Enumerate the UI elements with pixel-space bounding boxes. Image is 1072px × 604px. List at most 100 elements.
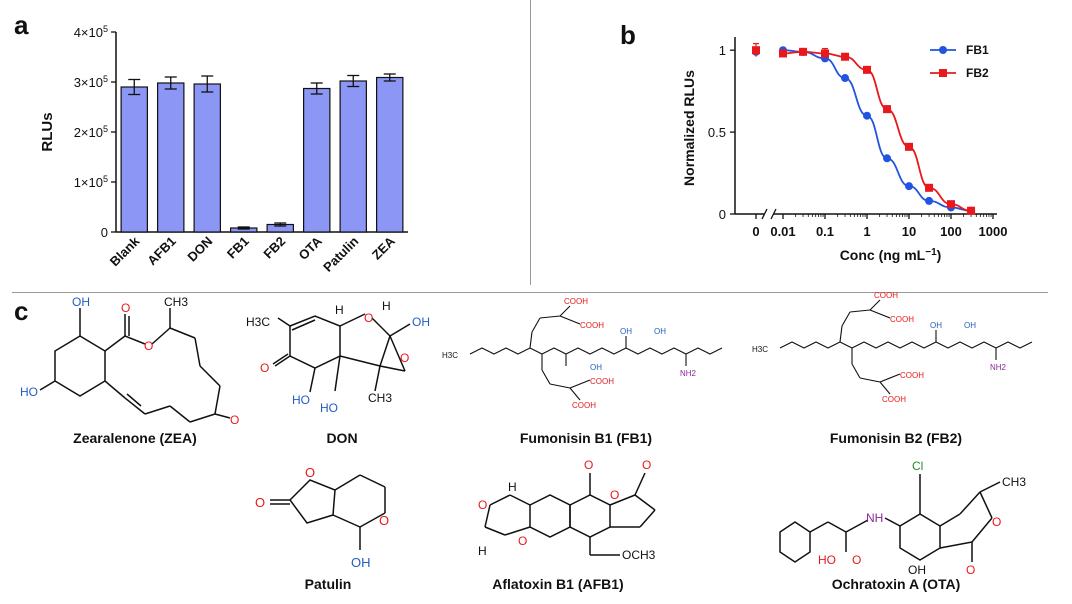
don-structure: H3C H O H OH O O HO HO CH3 [246,299,430,415]
ota-name: Ochratoxin A (OTA) [831,576,961,592]
point-fb2-10 [967,206,976,215]
don-h-left: H [335,303,344,317]
y-tick-label-4: 4×105 [74,24,108,40]
zea-name: Zearalenone (ZEA) [73,430,197,446]
zea-oh-top: OH [72,296,90,309]
afb1-och3: OCH3 [622,548,656,562]
patulin-o-ring1: O [305,465,315,480]
fb1-cooh-3: COOH [590,377,614,386]
legend-marker-fb2 [939,69,947,77]
patulin-oh: OH [351,555,371,570]
ota-o-carbonyl: O [966,563,975,577]
y-tick-label-1: 0.5 [708,125,726,140]
fb2-name: Fumonisin B2 (FB2) [829,430,963,446]
fb1-h3c: H3C [442,351,458,360]
legend-marker-fb1 [939,46,947,54]
fb1-cooh-1: COOH [564,297,588,306]
x-axis-break-1 [761,208,768,220]
point-fb2-4 [841,52,850,61]
ota-oh: OH [908,563,926,577]
ota-structure: NH Cl CH3 O O OH HO O [779,459,1026,577]
don-name: DON [326,430,358,446]
patulin-name: Patulin [304,576,352,592]
x-tick-label-fb2: FB2 [260,234,288,262]
don-ho-2: HO [320,401,338,415]
point-fb2-8 [925,183,934,192]
fb1-oh-1: OH [620,327,632,336]
don-ho-1: HO [292,393,310,407]
y-axis-label: RLUs [39,112,56,151]
patulin-o-ring2: O [379,513,389,528]
zea-o-ring: O [144,339,153,353]
x-axis-label: Conc (ng mL−1) [840,247,942,263]
afb1-o-furan2: O [518,534,527,548]
bar-don [193,83,221,233]
x-tick-label-6: 1000 [979,224,1008,239]
fb2-oh-2: OH [964,321,976,330]
y-tick-label-0: 0 [719,207,726,222]
x-tick-label-3: 1 [863,224,870,239]
bar-patulin [339,80,367,233]
legend-label-fb1: FB1 [966,43,989,57]
panel-divider-horizontal [12,292,1048,293]
panel-label-b: b [620,20,636,50]
point-fb1-7 [905,182,913,191]
fb2-cooh-3: COOH [900,371,924,380]
point-fb2-0 [752,46,760,55]
zea-o-carbonyl: O [121,301,130,315]
patulin-structure: O O O OH [255,465,389,570]
fb1-oh-3: OH [590,363,602,372]
zea-oh-left: HO [20,385,38,399]
zea-structure: OH O O CH3 HO O [20,296,239,427]
point-fb1-8 [925,196,934,205]
don-h3c: H3C [246,315,270,329]
ota-nh: NH [866,511,883,525]
ota-ho: HO [818,553,836,567]
bar-ota [303,87,331,233]
y-tick-label-3: 3×105 [74,74,108,90]
x-tick-label-don: DON [184,234,215,265]
don-o-ketone: O [260,361,269,375]
fb2-h3c: H3C [752,345,768,354]
bar-zea [376,76,404,233]
x-tick-label-afb1: AFB1 [144,234,179,269]
panel-label-c: c [14,296,29,326]
point-fb2-7 [905,142,913,151]
fb1-nh2: NH2 [680,369,697,378]
y-tick-label-0: 0 [101,225,108,240]
y-tick-label-2: 1 [719,43,726,58]
fit-curve-fb1 [782,49,972,212]
legend-label-fb2: FB2 [966,66,989,80]
afb1-o-top2: O [642,458,651,472]
fb1-cooh-2: COOH [580,321,604,330]
afb1-o-furan1: O [478,498,487,512]
x-tick-label-4: 10 [902,224,916,239]
ota-cl: Cl [912,459,923,473]
point-fb2-3 [821,49,829,58]
afb1-name: Aflatoxin B1 (AFB1) [492,576,624,592]
panel-label-a: a [14,10,29,40]
bar-afb1 [157,82,185,233]
don-o-epoxide: O [400,351,409,365]
x-tick-label-zea: ZEA [369,233,398,262]
x-tick-label-patulin: Patulin [320,233,361,274]
fb1-oh-2: OH [654,327,666,336]
afb1-h2: H [478,544,487,558]
zea-ch3: CH3 [164,296,188,309]
ota-o-acid: O [852,553,861,567]
don-ch3: CH3 [368,391,392,405]
fb2-structure: H3C COOH COOH COOH COOH OH OH NH2 [752,291,1033,404]
fb1-name: Fumonisin B1 (FB1) [519,430,653,446]
don-oh-right: OH [412,315,430,329]
patulin-o-carbonyl: O [255,495,265,510]
panel-divider-vertical [530,0,531,285]
point-fb1-6 [883,154,892,163]
x-tick-label-blank: Blank [107,233,143,269]
point-fb1-5 [863,111,871,120]
point-fb1-4 [841,74,850,83]
fb2-cooh-4: COOH [882,395,906,404]
don-o-ring: O [364,311,373,325]
x-tick-label-2: 0.1 [816,224,834,239]
afb1-o-top1: O [584,458,593,472]
